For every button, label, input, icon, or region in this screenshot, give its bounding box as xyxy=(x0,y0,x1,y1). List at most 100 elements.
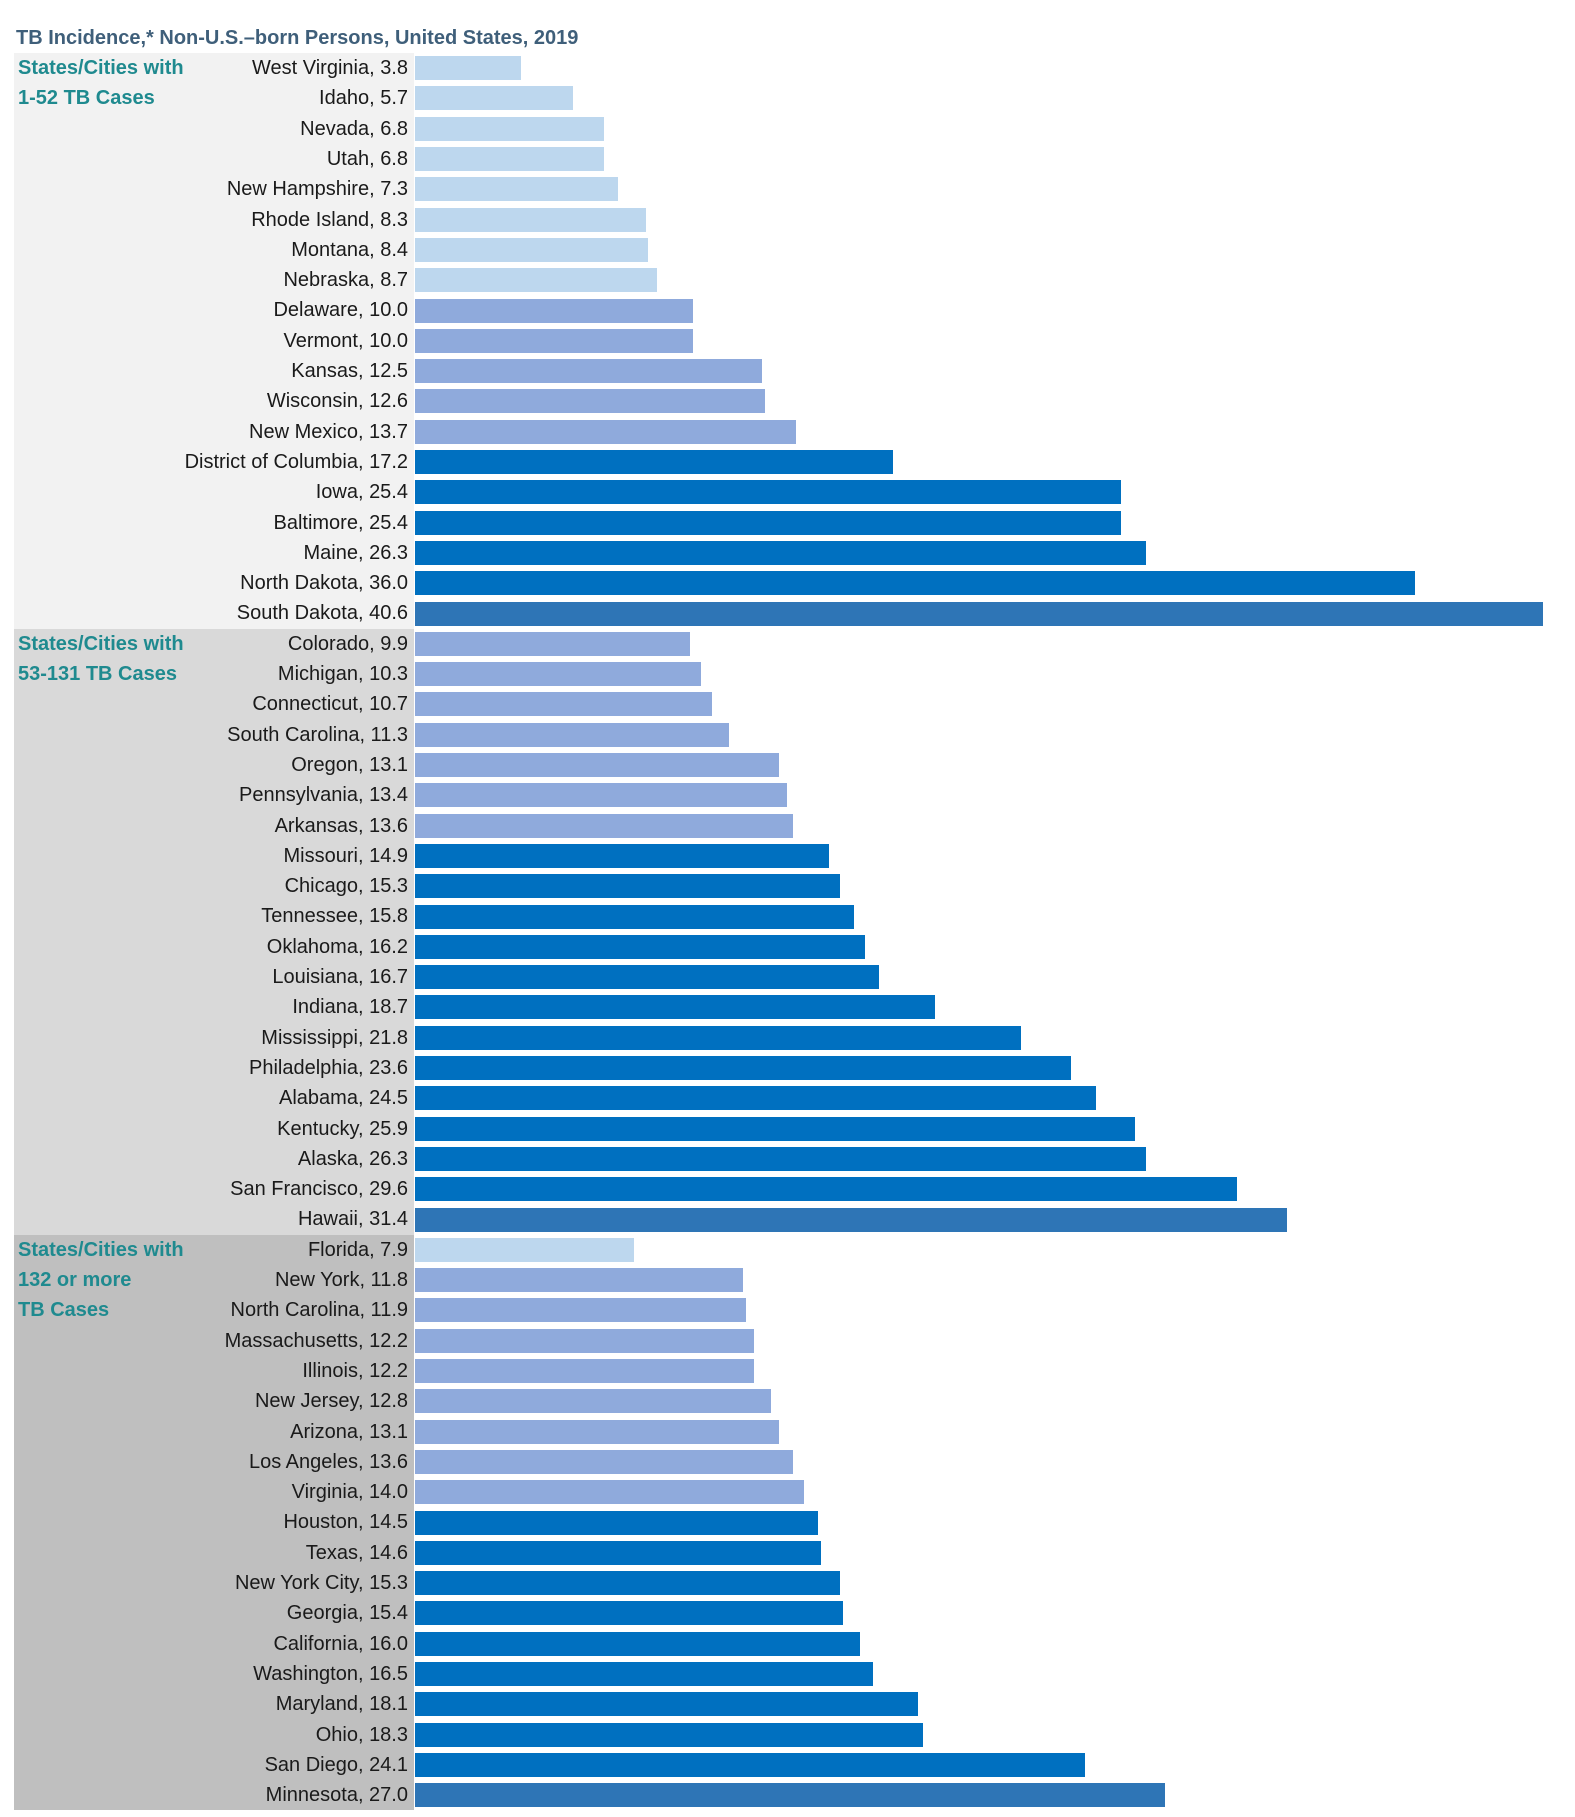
bar-label: New Jersey, 12.8 xyxy=(254,1390,408,1413)
bar-label: Houston, 14.5 xyxy=(283,1511,408,1534)
bar xyxy=(415,1662,874,1687)
bar-label: Washington, 16.5 xyxy=(253,1662,408,1685)
bar xyxy=(415,1177,1238,1202)
bar-label: Oklahoma, 16.2 xyxy=(266,935,408,958)
group-background xyxy=(14,628,414,1235)
group-label: States/Cities with xyxy=(18,57,184,79)
bar xyxy=(415,1571,841,1596)
bar-label: Texas, 14.6 xyxy=(305,1541,408,1564)
bar-label: Maryland, 18.1 xyxy=(275,1693,408,1716)
bar xyxy=(415,813,793,838)
bar xyxy=(415,419,796,444)
bar-label: Illinois, 12.2 xyxy=(302,1359,408,1382)
bar-label: Rhode Island, 8.3 xyxy=(251,208,408,231)
bar-label: Hawaii, 31.4 xyxy=(297,1208,408,1231)
bar-label: Oregon, 13.1 xyxy=(291,753,408,776)
bar xyxy=(415,510,1121,535)
bar-label: New York, 11.8 xyxy=(274,1269,408,1291)
bar xyxy=(415,237,649,262)
bar xyxy=(415,904,854,929)
bar xyxy=(415,1056,1071,1081)
bar xyxy=(415,601,1543,626)
bar xyxy=(415,147,604,172)
bar-label: California, 16.0 xyxy=(273,1632,408,1655)
bar xyxy=(415,56,521,81)
bar-label: New Hampshire, 7.3 xyxy=(226,178,408,201)
group-background xyxy=(14,53,414,629)
bar-label: Virginia, 14.0 xyxy=(291,1481,408,1504)
bar xyxy=(415,1480,804,1505)
group-label: 1-52 TB Cases xyxy=(18,87,155,110)
bar-label: Vermont, 10.0 xyxy=(283,329,408,352)
bar-label: Connecticut, 10.7 xyxy=(252,693,408,716)
bar xyxy=(415,995,935,1020)
bar xyxy=(415,1510,818,1535)
bar xyxy=(415,1207,1288,1232)
bar xyxy=(415,1419,779,1444)
bar-label: Alaska, 26.3 xyxy=(297,1147,408,1170)
bar-label: Idaho, 5.7 xyxy=(319,87,408,110)
bar-label: San Francisco, 29.6 xyxy=(230,1178,408,1201)
bar xyxy=(415,1086,1096,1111)
bar xyxy=(415,843,829,868)
bar-label: Philadelphia, 23.6 xyxy=(248,1056,408,1079)
bar-label: West Virginia, 3.8 xyxy=(251,57,408,79)
bar-label: New Mexico, 13.7 xyxy=(249,420,408,443)
bar xyxy=(415,480,1121,505)
group-label: States/Cities with xyxy=(18,632,184,655)
group-label: TB Cases xyxy=(18,1299,110,1322)
bar-label: Tennessee, 15.8 xyxy=(261,905,408,928)
group-label: 53-131 TB Cases xyxy=(18,663,177,685)
bar xyxy=(415,631,691,656)
bar-label: Florida, 7.9 xyxy=(307,1238,408,1261)
bar-label: Wisconsin, 12.6 xyxy=(266,390,408,413)
bar-label: Pennsylvania, 13.4 xyxy=(238,784,408,807)
bar-label: Iowa, 25.4 xyxy=(315,481,408,504)
bar-label: Arizona, 13.1 xyxy=(290,1420,408,1443)
bar xyxy=(415,298,693,323)
bar xyxy=(415,1449,793,1474)
bar xyxy=(415,1631,860,1656)
bar-label: Kentucky, 25.9 xyxy=(277,1117,408,1140)
bar-label: South Dakota, 40.6 xyxy=(236,602,408,625)
bar xyxy=(415,359,763,384)
group-background xyxy=(14,1234,414,1811)
bar xyxy=(415,722,729,747)
bar-label: Ohio, 18.3 xyxy=(315,1723,408,1746)
bar-label: District of Columbia, 17.2 xyxy=(184,450,408,473)
bar xyxy=(415,1146,1146,1171)
chart-title: TB Incidence,* Non-U.S.–born Persons, Un… xyxy=(16,27,579,49)
bar-label: New York City, 15.3 xyxy=(234,1572,408,1594)
bar-label: Alabama, 24.5 xyxy=(279,1087,408,1110)
bar-label: Utah, 6.8 xyxy=(326,147,408,170)
bar-label: San Diego, 24.1 xyxy=(264,1753,408,1776)
bar xyxy=(415,1783,1166,1808)
bar xyxy=(415,1601,843,1626)
bar xyxy=(415,934,866,959)
bar xyxy=(415,1692,918,1717)
bar xyxy=(415,1722,924,1747)
bar xyxy=(415,874,841,899)
bar xyxy=(415,692,713,717)
bar xyxy=(415,540,1146,565)
bar xyxy=(415,571,1416,596)
group-label: States/Cities with xyxy=(18,1238,184,1261)
bar-label: Kansas, 12.5 xyxy=(291,360,408,382)
bar-label: Massachusetts, 12.2 xyxy=(224,1329,408,1352)
bar xyxy=(415,1268,743,1293)
bar-label: Chicago, 15.3 xyxy=(284,875,408,898)
bar-label: Maine, 26.3 xyxy=(303,541,408,564)
bar xyxy=(415,1025,1021,1050)
bar-label: Nebraska, 8.7 xyxy=(283,269,408,292)
bar-label: Michigan, 10.3 xyxy=(277,663,408,685)
bar-label: Los Angeles, 13.6 xyxy=(248,1450,408,1473)
bar xyxy=(415,1298,746,1323)
bar xyxy=(415,450,893,475)
bar xyxy=(415,268,657,293)
bar xyxy=(415,1752,1085,1777)
bar xyxy=(415,116,604,141)
group-label: 132 or more xyxy=(18,1269,132,1291)
bar xyxy=(415,1359,754,1384)
bar-label: Minnesota, 27.0 xyxy=(265,1784,408,1807)
bar-label: Louisiana, 16.7 xyxy=(272,966,408,988)
